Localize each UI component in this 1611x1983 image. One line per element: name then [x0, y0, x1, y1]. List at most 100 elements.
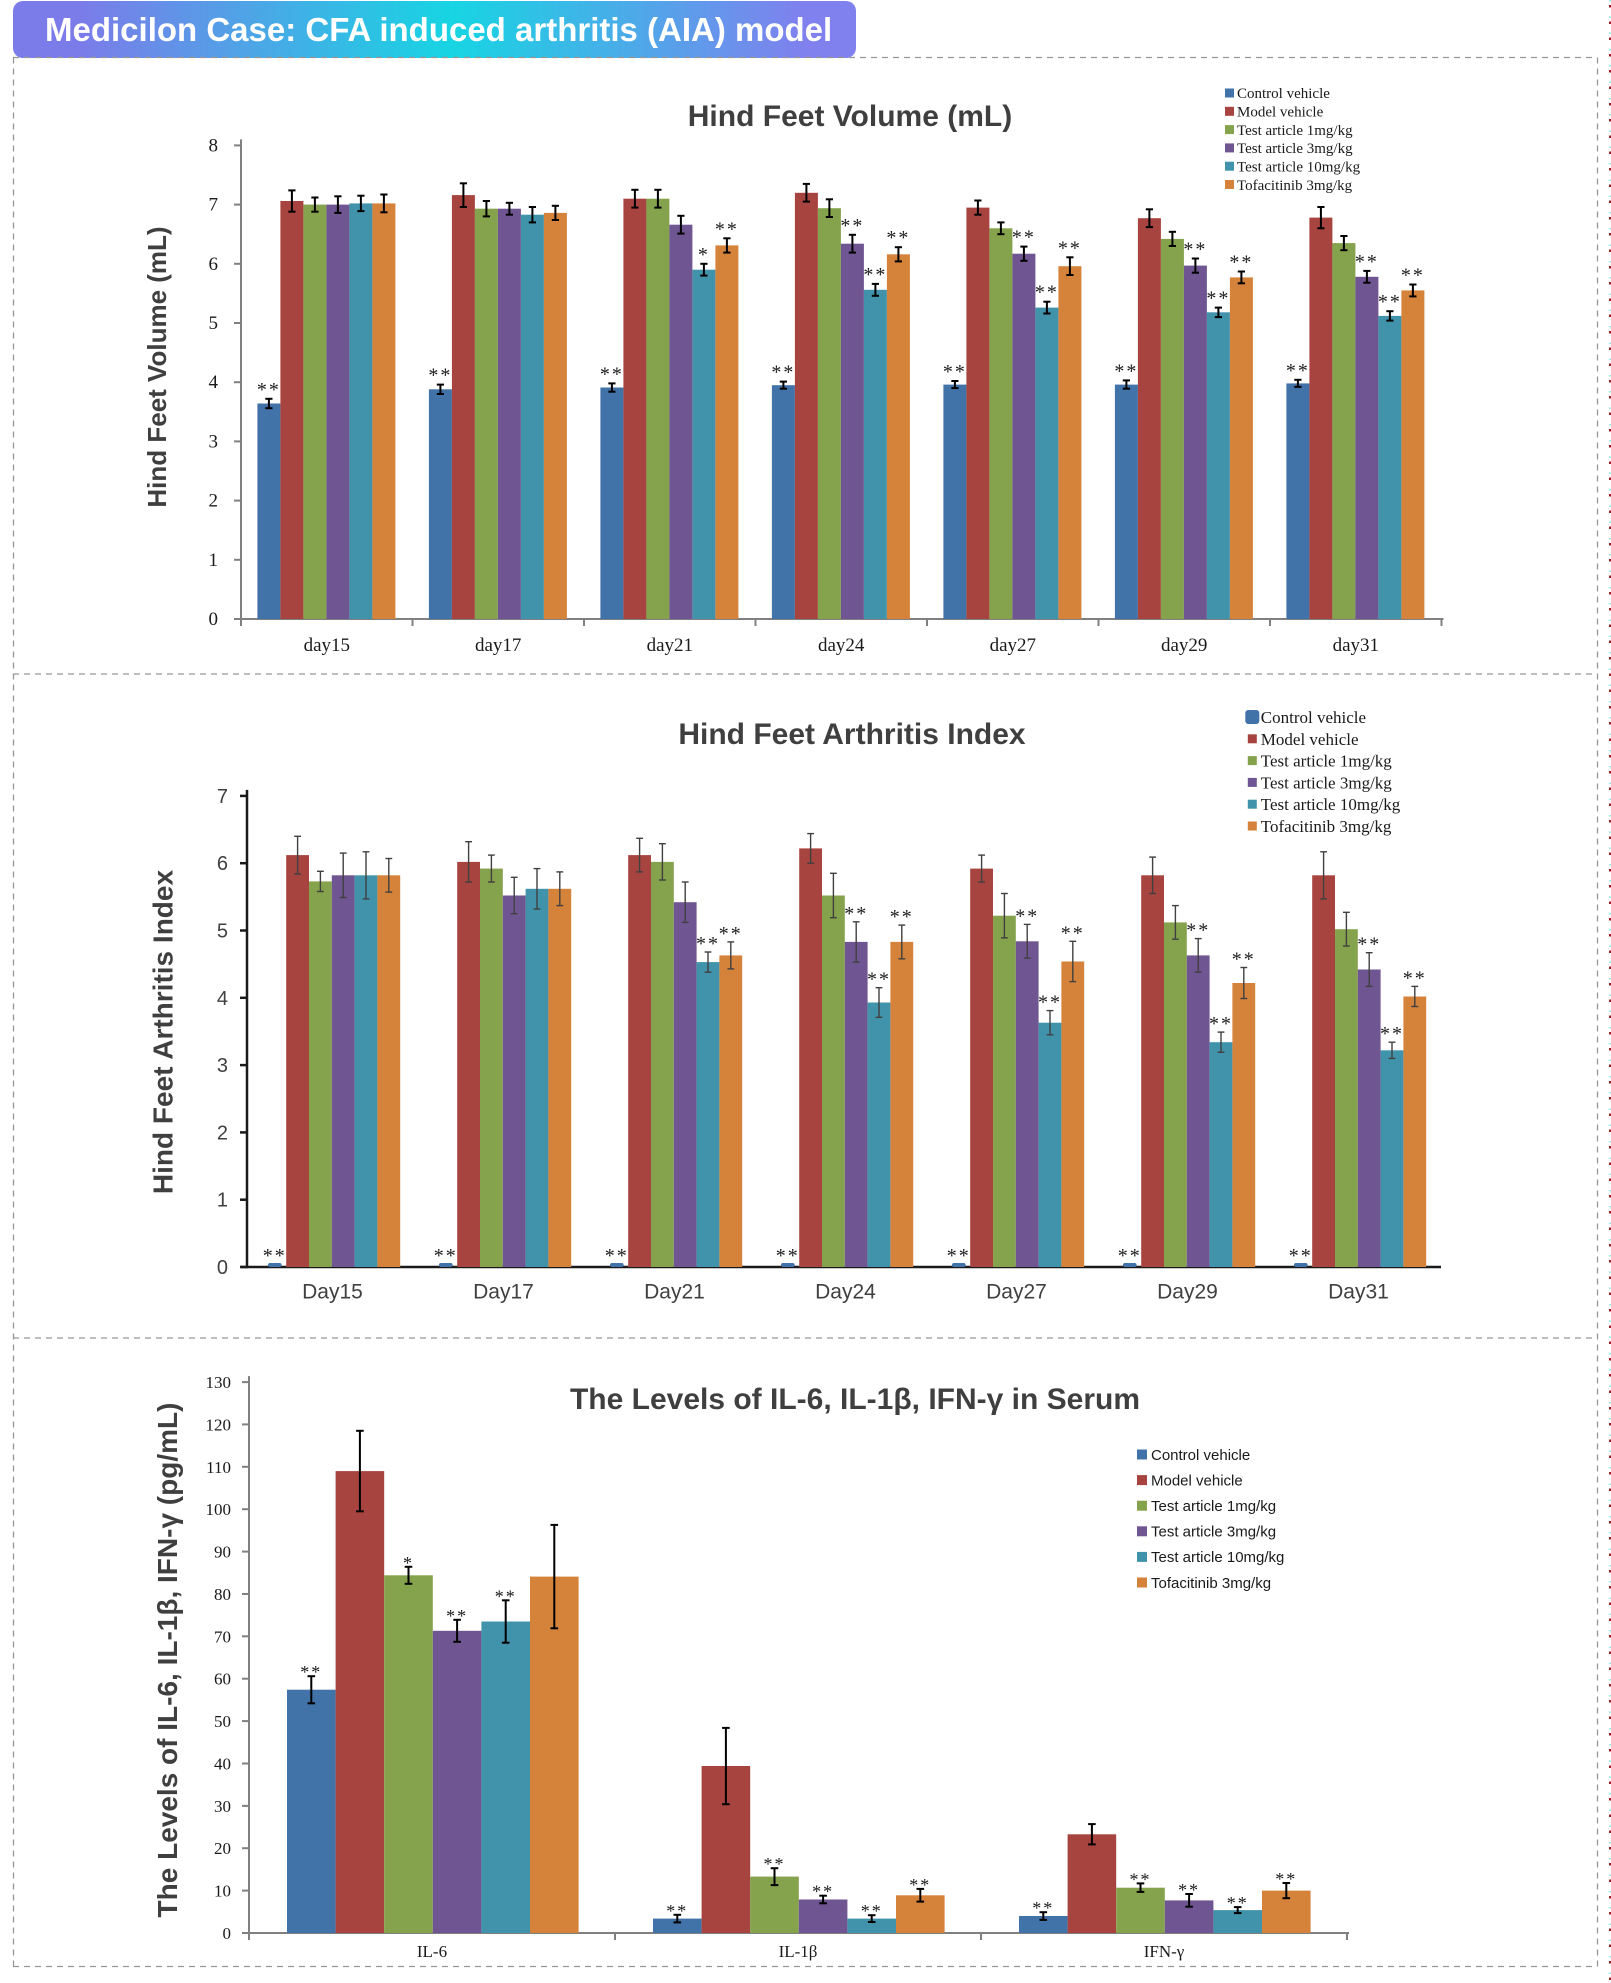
svg-text:**: **: [812, 1882, 834, 1902]
svg-text:**: **: [1229, 252, 1253, 274]
svg-text:Test article 10mg/kg: Test article 10mg/kg: [1237, 159, 1361, 175]
svg-text:**: **: [1209, 1013, 1233, 1035]
svg-text:7: 7: [217, 786, 228, 808]
svg-text:**: **: [1357, 934, 1381, 956]
svg-text:**: **: [1403, 967, 1427, 989]
svg-text:**: **: [263, 1245, 287, 1267]
svg-text:**: **: [1061, 922, 1085, 944]
svg-text:**: **: [886, 227, 910, 249]
svg-text:Day31: Day31: [1328, 1281, 1389, 1304]
svg-text:**: **: [1032, 1898, 1054, 1918]
svg-text:30: 30: [214, 1797, 231, 1816]
svg-text:**: **: [1401, 265, 1425, 287]
svg-text:Day29: Day29: [1157, 1281, 1218, 1304]
svg-text:Model vehicle: Model vehicle: [1261, 730, 1359, 749]
svg-text:**: **: [943, 361, 967, 383]
svg-text:The Levels of IL-6, IL-1β, IFN: The Levels of IL-6, IL-1β, IFN-γ (pg/mL): [152, 1403, 183, 1918]
svg-text:0: 0: [209, 609, 219, 630]
svg-text:Day15: Day15: [302, 1281, 363, 1304]
svg-text:**: **: [844, 903, 868, 925]
svg-text:**: **: [1227, 1893, 1249, 1913]
svg-text:Hind Feet Arthritis Index: Hind Feet Arthritis Index: [148, 870, 179, 1195]
svg-text:100: 100: [206, 1500, 232, 1519]
svg-text:Test article 1mg/kg: Test article 1mg/kg: [1151, 1498, 1276, 1515]
svg-text:**: **: [1035, 282, 1059, 304]
svg-text:Test article 3mg/kg: Test article 3mg/kg: [1151, 1524, 1276, 1541]
svg-text:**: **: [771, 362, 795, 384]
svg-text:Control vehicle: Control vehicle: [1237, 86, 1330, 102]
svg-text:**: **: [666, 1901, 688, 1921]
svg-text:Test article 1mg/kg: Test article 1mg/kg: [1237, 123, 1353, 139]
svg-text:*: *: [698, 244, 710, 266]
svg-text:IFN-γ: IFN-γ: [1144, 1942, 1185, 1961]
svg-text:**: **: [1232, 949, 1256, 971]
svg-text:**: **: [1178, 1880, 1200, 1900]
svg-text:Model vehicle: Model vehicle: [1237, 105, 1324, 121]
svg-text:**: **: [867, 969, 891, 991]
svg-text:**: **: [1012, 227, 1036, 249]
svg-text:Control vehicle: Control vehicle: [1151, 1447, 1250, 1464]
svg-text:2: 2: [217, 1122, 228, 1144]
svg-text:Day24: Day24: [815, 1281, 876, 1304]
svg-text:7: 7: [209, 195, 219, 216]
svg-text:**: **: [861, 1901, 883, 1921]
svg-text:Test article 3mg/kg: Test article 3mg/kg: [1237, 141, 1353, 157]
svg-text:**: **: [446, 1606, 468, 1626]
svg-text:IL-1β: IL-1β: [779, 1942, 818, 1961]
svg-text:**: **: [1114, 360, 1138, 382]
svg-text:day15: day15: [304, 635, 350, 656]
svg-text:5: 5: [209, 313, 219, 334]
svg-text:**: **: [1289, 1245, 1313, 1267]
svg-text:**: **: [1130, 1869, 1152, 1889]
svg-text:**: **: [1118, 1245, 1142, 1267]
svg-text:2: 2: [209, 491, 219, 512]
svg-text:0: 0: [223, 1924, 232, 1943]
svg-text:Hind Feet Volume (mL): Hind Feet Volume (mL): [142, 226, 172, 507]
svg-text:Tofacitinib 3mg/kg: Tofacitinib 3mg/kg: [1151, 1575, 1271, 1592]
svg-text:IL-6: IL-6: [417, 1942, 447, 1961]
svg-text:40: 40: [214, 1755, 231, 1774]
svg-text:60: 60: [214, 1670, 231, 1689]
svg-text:**: **: [696, 933, 720, 955]
svg-text:**: **: [1206, 288, 1230, 310]
svg-text:Day27: Day27: [986, 1281, 1047, 1304]
svg-text:**: **: [1380, 1023, 1404, 1045]
svg-text:**: **: [600, 363, 624, 385]
svg-text:**: **: [605, 1245, 629, 1267]
svg-text:**: **: [1378, 291, 1402, 313]
svg-text:**: **: [1286, 360, 1310, 382]
svg-text:6: 6: [217, 853, 228, 875]
svg-text:Tofacitinib 3mg/kg: Tofacitinib 3mg/kg: [1237, 178, 1353, 194]
svg-text:0: 0: [217, 1257, 228, 1279]
svg-text:Test article 10mg/kg: Test article 10mg/kg: [1261, 795, 1401, 814]
svg-text:**: **: [428, 365, 452, 387]
svg-text:**: **: [715, 218, 739, 240]
svg-text:**: **: [719, 923, 743, 945]
svg-text:**: **: [495, 1586, 517, 1606]
svg-text:**: **: [300, 1662, 322, 1682]
svg-text:Model vehicle: Model vehicle: [1151, 1472, 1243, 1489]
svg-text:3: 3: [217, 1055, 228, 1077]
svg-text:4: 4: [209, 372, 219, 393]
svg-text:8: 8: [209, 135, 219, 156]
svg-text:Day21: Day21: [644, 1281, 705, 1304]
svg-text:120: 120: [206, 1415, 232, 1434]
svg-text:**: **: [890, 906, 914, 928]
svg-text:**: **: [1186, 920, 1210, 942]
svg-text:70: 70: [214, 1627, 231, 1646]
svg-text:**: **: [1015, 905, 1039, 927]
svg-text:10: 10: [214, 1882, 231, 1901]
svg-text:day31: day31: [1333, 635, 1379, 656]
svg-text:*: *: [403, 1553, 414, 1573]
svg-text:**: **: [947, 1245, 971, 1267]
svg-text:Test article 1mg/kg: Test article 1mg/kg: [1261, 752, 1392, 771]
svg-text:80: 80: [214, 1585, 231, 1604]
svg-text:Tofacitinib 3mg/kg: Tofacitinib 3mg/kg: [1261, 817, 1392, 836]
svg-text:day27: day27: [990, 635, 1036, 656]
svg-text:day24: day24: [818, 635, 865, 656]
svg-text:**: **: [776, 1245, 800, 1267]
svg-text:**: **: [1058, 237, 1082, 259]
svg-text:**: **: [1183, 239, 1207, 261]
svg-text:1: 1: [217, 1190, 228, 1212]
svg-text:4: 4: [217, 988, 228, 1010]
